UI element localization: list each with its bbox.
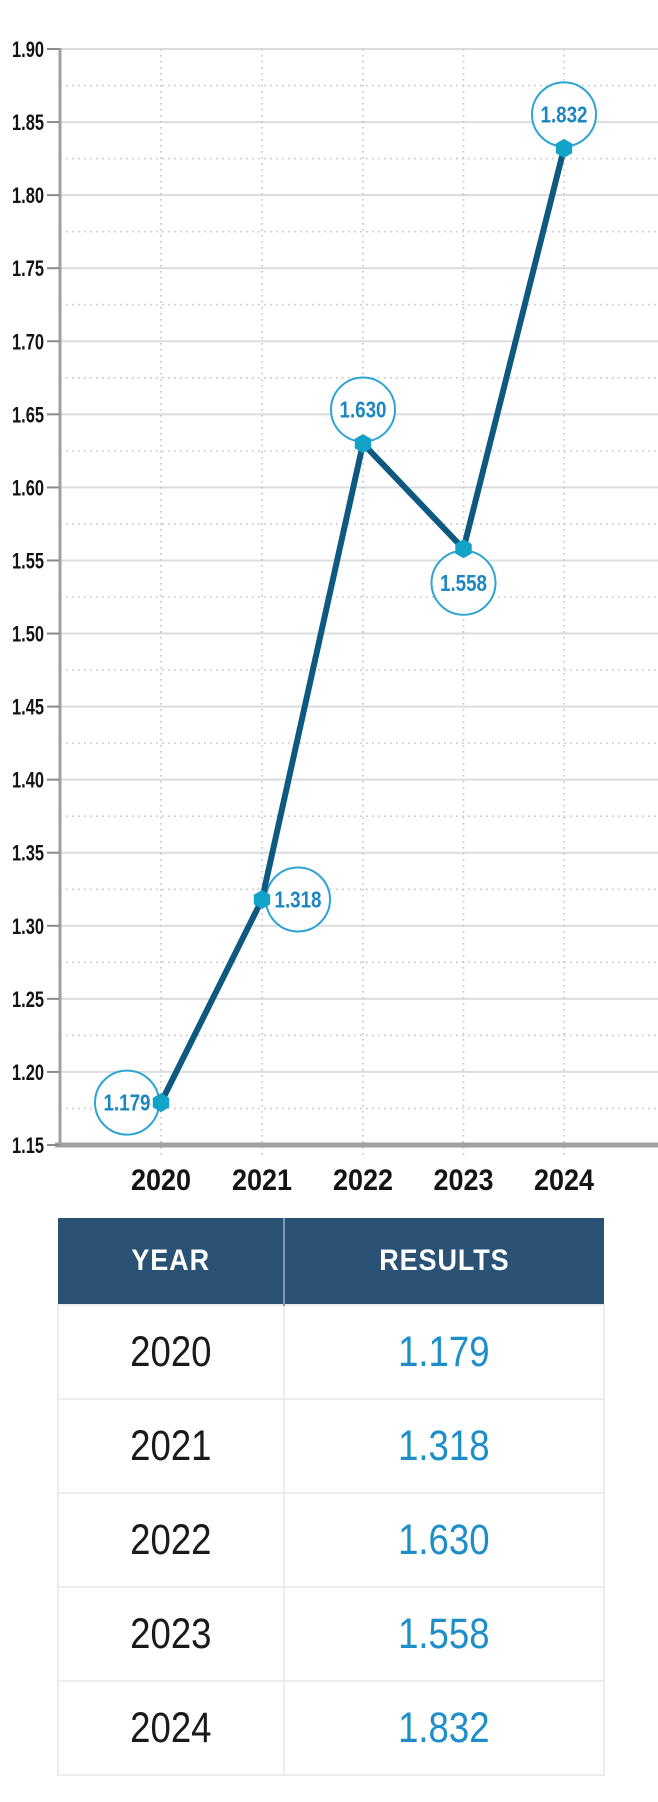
data-point-marker bbox=[152, 1093, 170, 1113]
year-cell: 2023 bbox=[57, 1586, 285, 1682]
data-label: 1.179 bbox=[104, 1090, 151, 1116]
data-point-marker bbox=[354, 434, 372, 454]
data-point-marker bbox=[455, 539, 472, 559]
x-axis-label: 2022 bbox=[333, 1164, 393, 1197]
x-axis-label: 2021 bbox=[232, 1164, 292, 1197]
result-cell: 1.179 bbox=[283, 1304, 605, 1400]
year-cell: 2022 bbox=[57, 1492, 285, 1588]
table-header-row: YEAR RESULTS bbox=[58, 1218, 604, 1305]
y-axis-label: 1.15 bbox=[12, 1133, 44, 1158]
y-axis-label: 1.75 bbox=[12, 256, 44, 281]
line-chart-canvas: 1.15 1.20 1.25 1.30 1.35 1.40 1.45 1.50 1.55 1.60… bbox=[12, 37, 658, 1197]
table-header-results: RESULTS bbox=[283, 1218, 604, 1305]
data-point-marker bbox=[555, 138, 573, 158]
y-axis-label: 1.20 bbox=[12, 1060, 44, 1085]
table-header-year: YEAR bbox=[58, 1218, 284, 1305]
data-point-marker bbox=[253, 890, 271, 909]
y-axis-label: 1.50 bbox=[12, 622, 44, 647]
data-label: 1.832 bbox=[541, 101, 588, 127]
table-row: 2023 1.558 bbox=[57, 1586, 605, 1682]
table-row: 2020 1.179 bbox=[57, 1304, 605, 1400]
year-cell: 2020 bbox=[57, 1304, 285, 1400]
y-axis-label: 1.45 bbox=[12, 695, 44, 720]
y-axis-label: 1.60 bbox=[12, 475, 44, 500]
y-axis-label: 1.70 bbox=[12, 329, 44, 354]
result-cell: 1.558 bbox=[283, 1586, 605, 1682]
year-cell: 2021 bbox=[57, 1398, 285, 1494]
x-axis-label: 2020 bbox=[131, 1164, 191, 1197]
y-axis-label: 1.30 bbox=[12, 914, 44, 939]
year-cell: 2024 bbox=[57, 1680, 285, 1776]
table-row: 2022 1.630 bbox=[57, 1492, 605, 1588]
result-cell: 1.832 bbox=[283, 1680, 605, 1776]
y-axis-label: 1.85 bbox=[12, 110, 44, 135]
y-axis-label: 1.90 bbox=[12, 37, 44, 62]
y-axis-label: 1.55 bbox=[12, 548, 44, 573]
data-label: 1.318 bbox=[275, 886, 322, 912]
y-axis-label: 1.80 bbox=[12, 183, 44, 208]
x-axis-label: 2023 bbox=[434, 1164, 494, 1197]
results-trend-chart: 1.15 1.20 1.25 1.30 1.35 1.40 1.45 1.50 1.55 1.60… bbox=[12, 37, 658, 1197]
table-row: 2024 1.832 bbox=[57, 1680, 605, 1776]
y-axis-label: 1.40 bbox=[12, 768, 44, 793]
y-axis-label: 1.65 bbox=[12, 402, 44, 427]
x-axis-label: 2024 bbox=[534, 1164, 594, 1197]
data-label: 1.558 bbox=[440, 570, 487, 596]
y-axis-label: 1.35 bbox=[12, 841, 44, 866]
results-table: YEAR RESULTS 2020 1.179 2021 1.318 2022 … bbox=[57, 1218, 605, 1776]
result-cell: 1.630 bbox=[283, 1492, 605, 1588]
table-row: 2021 1.318 bbox=[57, 1398, 605, 1494]
result-cell: 1.318 bbox=[283, 1398, 605, 1494]
y-axis-label: 1.25 bbox=[12, 987, 44, 1012]
data-label: 1.630 bbox=[340, 397, 387, 423]
